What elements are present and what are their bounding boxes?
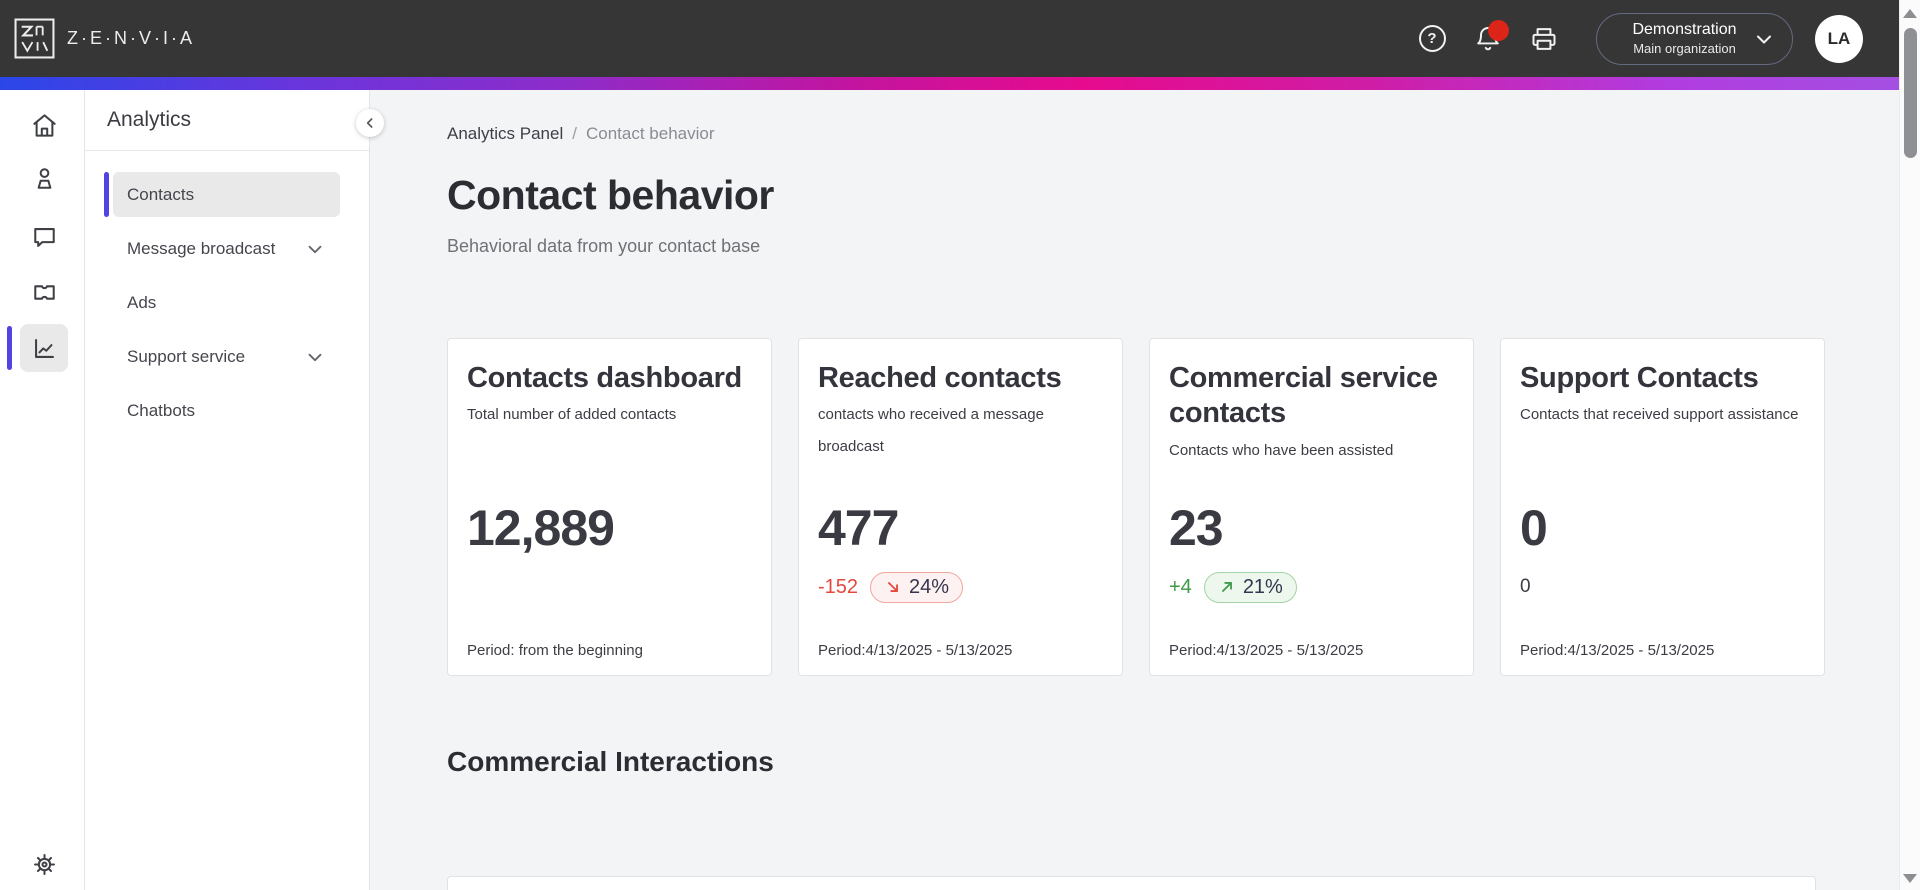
sidebar-item-label: Message broadcast xyxy=(127,238,276,258)
card-title: Reached contacts xyxy=(818,362,1062,394)
page-subtitle: Behavioral data from your contact base xyxy=(447,236,761,256)
sidebar-title: Analytics xyxy=(107,108,192,131)
main-content: Analytics Panel / Contact behavior Conta… xyxy=(370,90,1899,890)
sidebar-item-support-service[interactable]: Support service xyxy=(113,334,340,379)
chevron-down-icon xyxy=(1757,35,1771,43)
user-avatar[interactable]: LA xyxy=(1815,14,1863,63)
breadcrumb: Analytics Panel / Contact behavior xyxy=(447,124,715,144)
card-value: 23 xyxy=(1169,500,1224,556)
stat-card-reached-contacts: Reached contacts contacts who received a… xyxy=(798,338,1123,676)
help-button[interactable]: ? xyxy=(1410,17,1454,61)
active-rail-indicator xyxy=(7,326,12,370)
brand-name: Z·E·N·V·I·A xyxy=(67,28,195,48)
notification-badge-dot xyxy=(1488,19,1509,41)
top-bar: Z·E·N·V·I·A ? Demonstration Main organiz… xyxy=(0,0,1899,77)
rail-item-conversations[interactable] xyxy=(20,213,68,261)
trend-up-icon xyxy=(1221,582,1232,592)
delta-value: 0 xyxy=(1520,576,1531,597)
commercial-interactions-panel xyxy=(447,876,1816,890)
icon-rail xyxy=(0,90,85,890)
card-period: Period:4/13/2025 - 5/13/2025 xyxy=(818,642,1013,659)
stat-card-commercial-service-contacts: Commercial service contacts Contacts who… xyxy=(1149,338,1474,676)
home-icon xyxy=(32,113,56,137)
card-description: contacts who received a message broadcas… xyxy=(818,406,1044,455)
page-title: Contact behavior xyxy=(447,172,774,218)
vertical-scrollbar[interactable] xyxy=(1899,0,1920,890)
sidebar-item-label: Support service xyxy=(127,346,246,366)
section-heading-commercial-interactions: Commercial Interactions xyxy=(447,746,774,777)
organization-switcher[interactable]: Demonstration Main organization xyxy=(1596,12,1793,65)
sidebar-divider xyxy=(85,150,369,151)
rail-item-contacts[interactable] xyxy=(20,154,68,202)
breadcrumb-analytics-panel[interactable]: Analytics Panel xyxy=(447,124,564,143)
card-delta-row: 0 xyxy=(1520,571,1531,603)
card-description: Total number of added contacts xyxy=(467,406,677,423)
trend-badge-up: 21% xyxy=(1203,571,1297,603)
card-title: Commercial service contacts xyxy=(1169,362,1438,429)
brand-gradient-bar xyxy=(0,77,1899,90)
scrollbar-down-arrow[interactable] xyxy=(1903,874,1917,883)
rail-item-settings[interactable] xyxy=(20,840,68,888)
sidebar-item-label: Ads xyxy=(127,292,157,312)
stat-card-support-contacts: Support Contacts Contacts that received … xyxy=(1500,338,1825,676)
print-button[interactable] xyxy=(1522,17,1566,61)
organization-subtitle: Main organization xyxy=(1633,40,1736,56)
chevron-left-icon xyxy=(366,118,373,128)
conversations-icon xyxy=(33,227,55,247)
chevron-down-icon xyxy=(304,346,326,368)
rail-item-tickets[interactable] xyxy=(20,268,68,316)
trend-percent: 24% xyxy=(909,575,950,598)
card-description: Contacts that received support assistanc… xyxy=(1520,406,1799,423)
breadcrumb-current: Contact behavior xyxy=(585,124,715,143)
sidebar-item-message-broadcast[interactable]: Message broadcast xyxy=(113,226,340,271)
contacts-icon xyxy=(37,167,51,189)
delta-value: -152 xyxy=(818,575,859,598)
settings-icon xyxy=(33,853,55,875)
trend-badge-down: 24% xyxy=(870,571,964,603)
card-value: 12,889 xyxy=(467,500,615,556)
help-icon: ? xyxy=(1418,25,1446,52)
chevron-down-icon xyxy=(304,238,326,260)
card-period: Period:4/13/2025 - 5/13/2025 xyxy=(1520,642,1715,659)
card-delta-row: -152 24% xyxy=(818,571,964,603)
breadcrumb-separator: / xyxy=(572,124,577,143)
card-description: Contacts who have been assisted xyxy=(1169,442,1394,459)
delta-value: +4 xyxy=(1169,575,1192,598)
rail-item-home[interactable] xyxy=(20,101,68,149)
sidebar-item-label: Chatbots xyxy=(127,400,196,420)
analytics-icon xyxy=(34,338,54,358)
notifications-button[interactable] xyxy=(1466,17,1510,61)
trend-percent: 21% xyxy=(1242,575,1283,598)
ticket-icon xyxy=(33,284,55,300)
card-value: 477 xyxy=(818,500,899,556)
brand-logo[interactable]: Z·E·N·V·I·A xyxy=(14,18,195,59)
sidebar-item-ads[interactable]: Ads xyxy=(113,280,340,325)
card-delta-row: +4 21% xyxy=(1169,571,1297,603)
stat-card-contacts-dashboard: Contacts dashboard Total number of added… xyxy=(447,338,772,676)
organization-name: Demonstration xyxy=(1632,20,1737,38)
sidebar-item-label: Contacts xyxy=(127,184,195,204)
rail-item-analytics[interactable] xyxy=(20,324,68,372)
card-title: Contacts dashboard xyxy=(467,362,742,394)
zenvia-logo-icon xyxy=(14,18,55,59)
printer-icon xyxy=(1532,27,1556,50)
sidebar-item-contacts[interactable]: Contacts xyxy=(104,172,340,217)
card-value: 0 xyxy=(1520,500,1548,556)
avatar-initials: LA xyxy=(1827,28,1851,48)
trend-down-icon xyxy=(888,582,898,592)
sidebar-item-chatbots[interactable]: Chatbots xyxy=(113,388,340,433)
scrollbar-up-arrow[interactable] xyxy=(1903,9,1917,18)
card-period: Period:4/13/2025 - 5/13/2025 xyxy=(1169,642,1364,659)
analytics-sidebar: Analytics Contacts Message broadcast Ads… xyxy=(85,90,370,890)
card-period: Period: from the beginning xyxy=(467,642,643,659)
sidebar-collapse-button[interactable] xyxy=(356,109,384,137)
card-title: Support Contacts xyxy=(1520,362,1759,394)
scrollbar-thumb[interactable] xyxy=(1904,28,1917,158)
